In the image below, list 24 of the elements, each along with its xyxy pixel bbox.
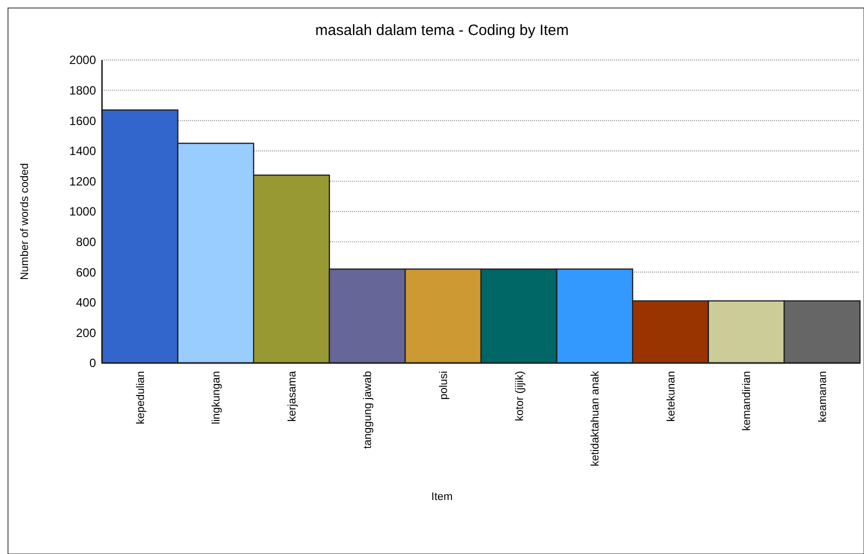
y-tick-label: 1600 xyxy=(69,114,96,128)
x-tick-label: keamanan xyxy=(816,371,829,422)
chart-title: masalah dalam tema - Coding by Item xyxy=(315,22,569,39)
x-tick-label: lingkungan xyxy=(210,371,223,424)
x-tick-label: kerjasama xyxy=(286,370,298,422)
y-tick-label: 400 xyxy=(76,296,96,310)
y-axis-title: Number of words coded xyxy=(19,163,31,280)
y-tick-label: 800 xyxy=(76,235,96,249)
x-tick-label: kemandirian xyxy=(741,371,754,431)
x-tick-label: ketekunan xyxy=(665,371,678,422)
x-tick-label: ketidaktahuan anak xyxy=(590,370,602,466)
x-tick-label: polusi xyxy=(438,371,450,400)
y-tick-label: 0 xyxy=(89,356,96,370)
y-tick-label: 1200 xyxy=(69,174,96,188)
y-tick-label: 600 xyxy=(76,265,96,280)
x-tick-label: tanggung jawab xyxy=(362,371,374,449)
x-tick-label: kotor (jijik) xyxy=(514,371,526,422)
x-tick-label: kepedulian xyxy=(134,371,147,424)
y-tick-label: 1800 xyxy=(69,84,96,98)
x-axis-title: Item xyxy=(431,491,453,503)
y-tick-label: 2000 xyxy=(69,53,96,68)
y-tick-label: 1000 xyxy=(69,204,96,219)
y-tick-label: 1400 xyxy=(69,144,96,158)
y-tick-label: 200 xyxy=(76,326,96,340)
